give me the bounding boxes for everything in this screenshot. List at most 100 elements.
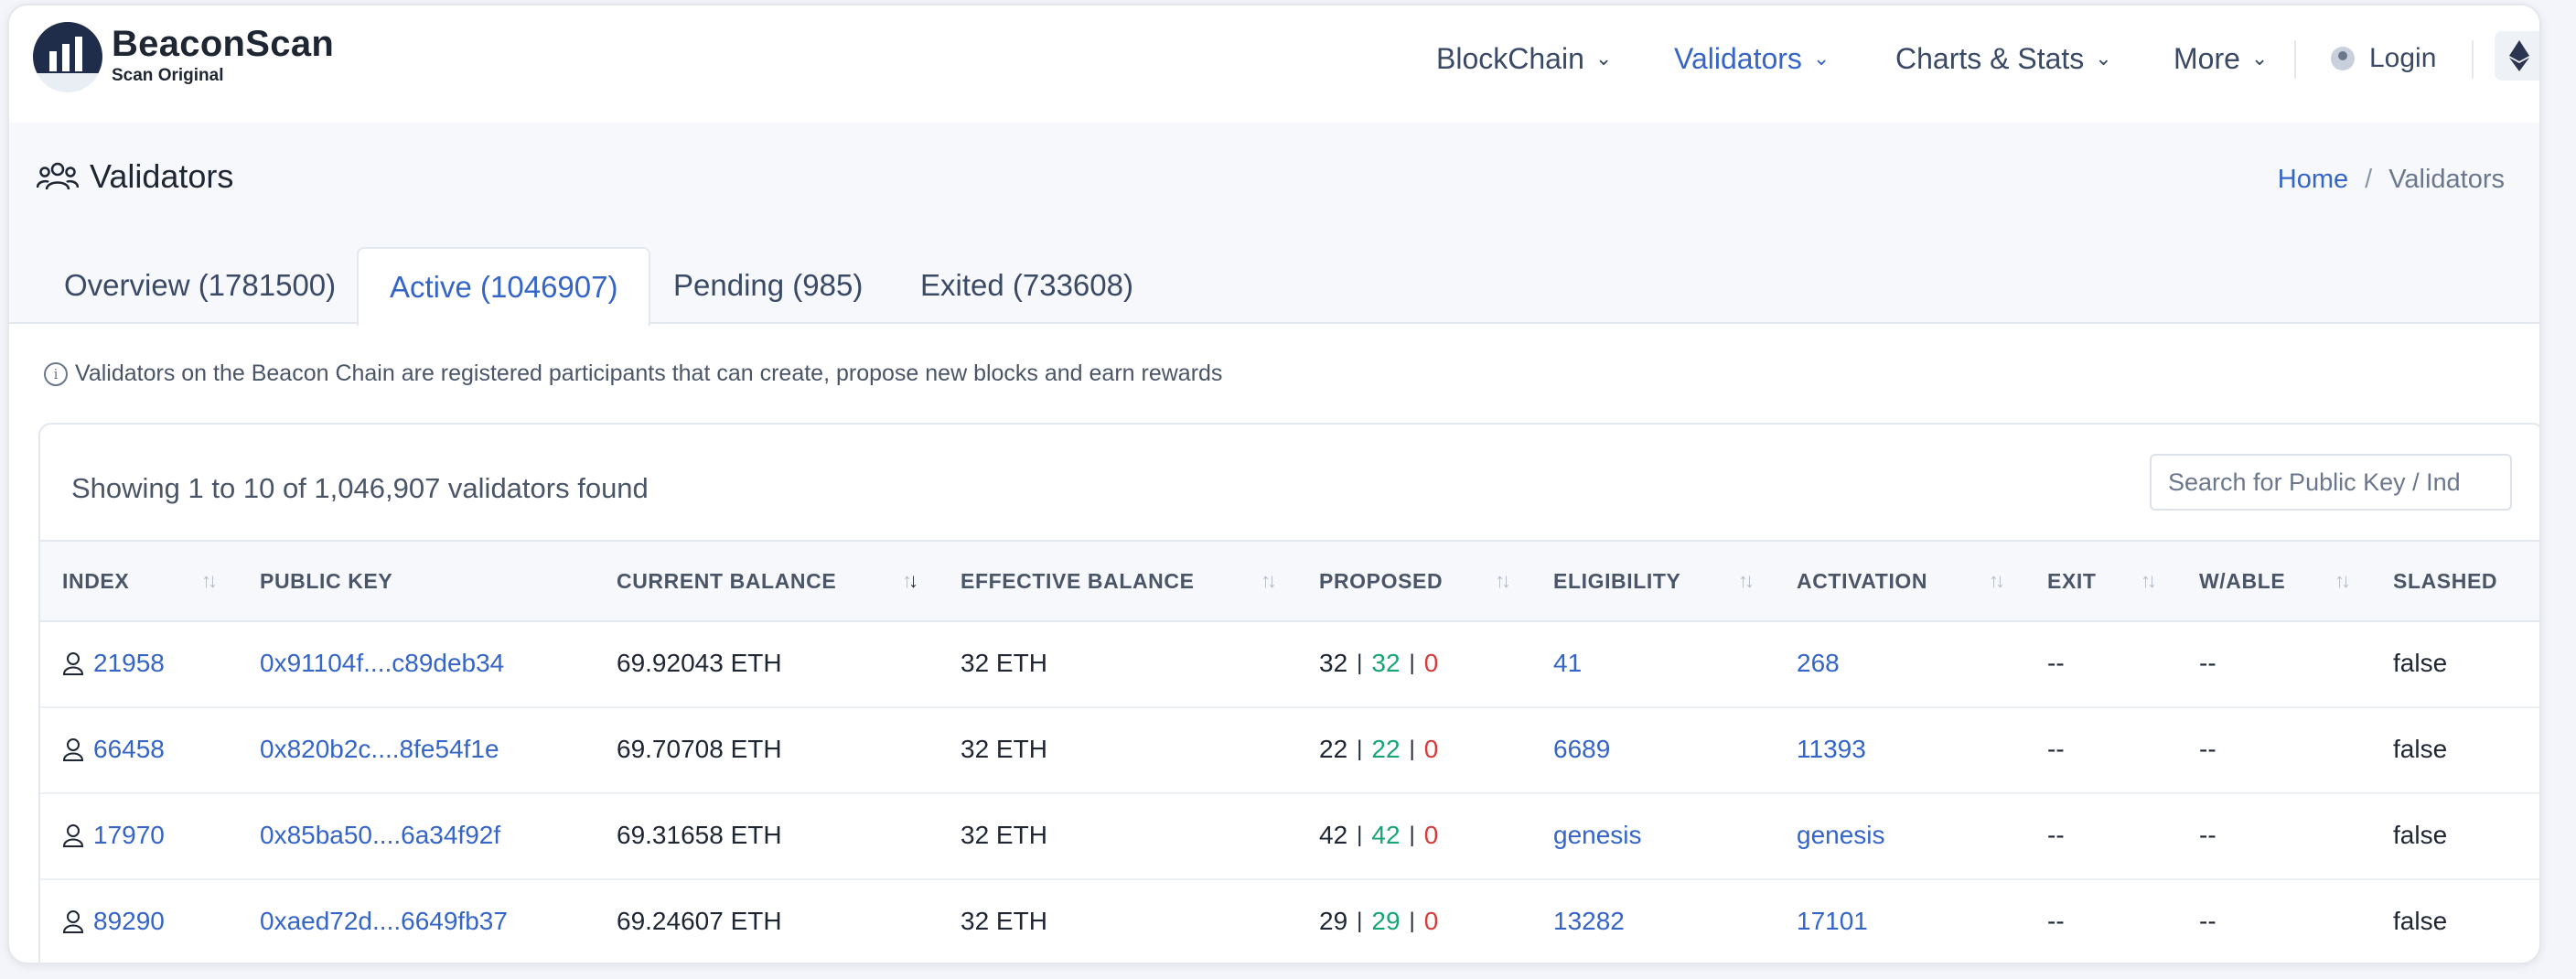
info-text: Validators on the Beacon Chain are regis… — [75, 360, 1223, 386]
info-icon: i — [44, 361, 68, 386]
sort-arrows-icon[interactable]: ↑↓ — [1495, 569, 1511, 592]
validator-index-link[interactable]: 17970 — [62, 792, 165, 878]
proposed-counts: 22 | 22 | 0 — [1319, 706, 1438, 792]
breadcrumb-home[interactable]: Home — [2277, 165, 2349, 194]
user-icon — [62, 652, 84, 675]
eligibility-link[interactable]: 41 — [1553, 649, 1583, 677]
tab-overview[interactable]: Overview (1781500) — [64, 268, 337, 302]
proposed-missed: 0 — [1423, 649, 1439, 677]
activation-link[interactable]: 17101 — [1797, 907, 1868, 935]
tabs-divider — [9, 322, 2539, 324]
separator: | — [1409, 909, 1415, 933]
public-key-link[interactable]: 0x91104f....c89deb34 — [260, 649, 505, 677]
eligibility-link[interactable]: genesis — [1553, 821, 1642, 849]
brand[interactable]: BeaconScan Scan Original — [112, 24, 334, 86]
sort-arrows-icon[interactable]: ↑↓ — [1989, 569, 2005, 592]
nav-more[interactable]: More ⌄ — [2174, 37, 2268, 81]
proposed-total: 22 — [1319, 735, 1348, 763]
public-key-link[interactable]: 0xaed72d....6649fb37 — [260, 907, 508, 935]
exit-epoch: -- — [2047, 821, 2065, 849]
public-key-link[interactable]: 0x820b2c....8fe54f1e — [260, 735, 499, 763]
validator-index: 21958 — [93, 649, 165, 677]
network-switch-button[interactable] — [2495, 31, 2539, 81]
validator-index-link[interactable]: 89290 — [62, 878, 165, 963]
activation-link[interactable]: 268 — [1797, 649, 1840, 677]
col-eligibility[interactable]: ELIGIBILITY — [1553, 568, 1681, 593]
effective-balance: 32 ETH — [961, 735, 1047, 763]
sort-arrows-icon[interactable]: ↑↓ — [902, 569, 918, 592]
activation-link[interactable]: genesis — [1797, 821, 1885, 849]
top-header: BeaconScan Scan Original BlockChain ⌄ Va… — [9, 5, 2539, 123]
brand-subtitle: Scan Original — [112, 66, 224, 85]
sort-arrows-icon[interactable]: ↑↓ — [2141, 569, 2157, 592]
withdrawable-epoch: -- — [2199, 821, 2216, 849]
sort-arrows-icon[interactable]: ↑↓ — [1261, 569, 1277, 592]
eligibility-link[interactable]: 13282 — [1553, 907, 1625, 935]
eligibility-link[interactable]: 6689 — [1553, 735, 1611, 763]
user-icon — [62, 824, 84, 847]
validator-index-link[interactable]: 66458 — [62, 706, 165, 792]
users-icon — [37, 162, 79, 190]
col-proposed[interactable]: PROPOSED — [1319, 568, 1444, 593]
search-input[interactable] — [2150, 454, 2512, 511]
user-icon — [62, 910, 84, 933]
nav-more-label: More — [2174, 41, 2240, 75]
proposed-success: 32 — [1371, 649, 1401, 677]
col-activation[interactable]: ACTIVATION — [1797, 568, 1928, 593]
proposed-total: 42 — [1319, 821, 1348, 849]
separator: | — [1357, 909, 1363, 933]
col-public-key[interactable]: PUBLIC KEY — [260, 568, 393, 593]
nav-divider — [2472, 40, 2474, 79]
user-icon — [62, 738, 84, 761]
table-header: INDEX ↑↓ PUBLIC KEY CURRENT BALANCE ↑↓ E… — [40, 540, 2539, 622]
separator: | — [1357, 823, 1363, 847]
col-withdrawable[interactable]: W/ABLE — [2199, 568, 2286, 593]
separator: | — [1357, 737, 1363, 761]
slashed-status: false — [2393, 907, 2448, 935]
separator: | — [1409, 651, 1415, 675]
current-balance: 69.24607 ETH — [617, 907, 782, 935]
breadcrumb-current: Validators — [2388, 165, 2505, 194]
col-effective-balance[interactable]: EFFECTIVE BALANCE — [961, 568, 1195, 593]
sort-arrows-icon[interactable]: ↑↓ — [1738, 569, 1755, 592]
col-exit[interactable]: EXIT — [2047, 568, 2097, 593]
validator-index: 17970 — [93, 821, 165, 849]
exit-epoch: -- — [2047, 907, 2065, 935]
effective-balance: 32 ETH — [961, 907, 1047, 935]
proposed-success: 22 — [1371, 735, 1401, 763]
nav-divider — [2294, 40, 2296, 79]
validator-index-link[interactable]: 21958 — [62, 620, 165, 706]
tab-active[interactable]: Active (1046907) — [357, 247, 651, 326]
nav-blockchain-label: BlockChain — [1436, 41, 1584, 75]
current-balance: 69.70708 ETH — [617, 735, 782, 763]
nav-charts-stats[interactable]: Charts & Stats ⌄ — [1895, 37, 2112, 81]
proposed-counts: 32 | 32 | 0 — [1319, 620, 1438, 706]
separator: | — [1357, 651, 1363, 675]
table-row: 17970 0x85ba50....6a34f92f 69.31658 ETH … — [40, 792, 2539, 880]
tab-pending[interactable]: Pending (985) — [673, 268, 864, 302]
proposed-missed: 0 — [1423, 907, 1439, 935]
slashed-status: false — [2393, 649, 2448, 677]
page-title: Validators — [37, 157, 233, 196]
col-current-balance[interactable]: CURRENT BALANCE — [617, 568, 837, 593]
proposed-success: 42 — [1371, 821, 1401, 849]
table-row: 66458 0x820b2c....8fe54f1e 69.70708 ETH … — [40, 706, 2539, 794]
nav-validators-label: Validators — [1674, 41, 1802, 75]
col-slashed[interactable]: SLASHED — [2393, 568, 2498, 593]
sort-arrows-icon[interactable]: ↑↓ — [201, 569, 218, 592]
public-key-link[interactable]: 0x85ba50....6a34f92f — [260, 821, 501, 849]
breadcrumb: Home / Validators — [2278, 165, 2505, 195]
app-window: BeaconScan Scan Original BlockChain ⌄ Va… — [7, 4, 2541, 964]
effective-balance: 32 ETH — [961, 821, 1047, 849]
sort-arrows-icon[interactable]: ↑↓ — [2334, 569, 2351, 592]
activation-link[interactable]: 11393 — [1797, 735, 1866, 763]
tab-exited[interactable]: Exited (733608) — [920, 268, 1133, 302]
beaconscan-logo-icon[interactable] — [31, 20, 104, 93]
chevron-down-icon: ⌄ — [1594, 47, 1613, 70]
proposed-counts: 42 | 42 | 0 — [1319, 792, 1438, 878]
nav-validators[interactable]: Validators ⌄ — [1674, 37, 1830, 81]
login-link[interactable]: Login — [2331, 37, 2436, 81]
nav-blockchain[interactable]: BlockChain ⌄ — [1436, 37, 1612, 81]
withdrawable-epoch: -- — [2199, 907, 2216, 935]
col-index[interactable]: INDEX — [62, 568, 130, 593]
